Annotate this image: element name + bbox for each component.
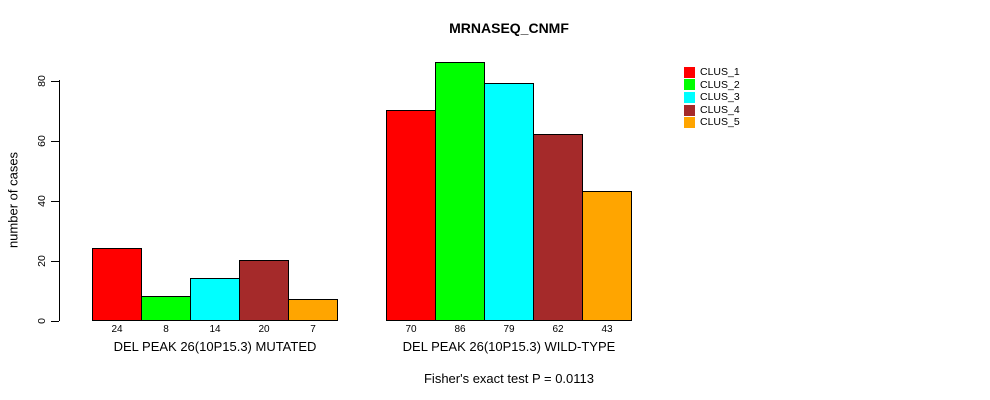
bar-clus_5-group2 (582, 191, 632, 321)
legend-item: CLUS_3 (684, 91, 740, 104)
legend-swatch-icon (684, 104, 695, 116)
y-axis-line (59, 80, 60, 321)
bar-clus_1-group2 (386, 110, 436, 321)
bar-clus_1-group1 (92, 248, 142, 321)
y-axis-tick-label: 60 (36, 135, 48, 147)
legend-swatch-icon (684, 66, 695, 78)
bar-clus_2-group2 (435, 62, 485, 321)
legend-label: CLUS_5 (700, 116, 740, 129)
legend-item: CLUS_5 (684, 116, 740, 129)
legend-swatch-icon (684, 117, 695, 129)
y-axis-label: number of cases (5, 151, 21, 249)
y-axis-tick-label: 40 (36, 195, 48, 207)
y-axis-tick-label: 0 (36, 318, 48, 324)
bar-value-label: 8 (163, 324, 169, 335)
chart-title: MRNASEQ_CNMF (449, 20, 569, 36)
legend-label: CLUS_2 (700, 78, 740, 91)
y-axis-tick (51, 321, 59, 322)
legend-item: CLUS_4 (684, 104, 740, 117)
bar-value-label: 43 (601, 324, 613, 335)
bar-value-label: 86 (454, 324, 466, 335)
y-axis-tick (51, 261, 59, 262)
y-axis-tick-label: 20 (36, 255, 48, 267)
bar-value-label: 7 (310, 324, 316, 335)
y-axis-tick-label: 80 (36, 75, 48, 87)
group-label-mutated: DEL PEAK 26(10P15.3) MUTATED (113, 339, 317, 354)
bar-clus_5-group1 (288, 299, 338, 321)
legend-item: CLUS_2 (684, 79, 740, 92)
bar-clus_3-group2 (484, 83, 534, 321)
legend-swatch-icon (684, 91, 695, 103)
legend-label: CLUS_3 (700, 91, 740, 104)
bar-value-label: 20 (258, 324, 270, 335)
bar-value-label: 70 (405, 324, 417, 335)
y-axis-tick (51, 81, 59, 82)
bar-value-label: 24 (111, 324, 123, 335)
y-axis-tick (51, 141, 59, 142)
bar-value-label: 62 (552, 324, 564, 335)
bar-clus_4-group2 (533, 134, 583, 321)
legend-label: CLUS_1 (700, 66, 740, 79)
bar-value-label: 14 (209, 324, 221, 335)
legend-item: CLUS_1 (684, 66, 740, 79)
legend: CLUS_1 CLUS_2 CLUS_3 CLUS_4 CLUS_5 (684, 66, 740, 129)
bar-clus_2-group1 (141, 296, 191, 321)
group-label-wildtype: DEL PEAK 26(10P15.3) WILD-TYPE (402, 339, 616, 354)
fisher-test-annotation: Fisher's exact test P = 0.0113 (423, 371, 595, 386)
bar-value-label: 79 (503, 324, 515, 335)
legend-swatch-icon (684, 79, 695, 91)
legend-label: CLUS_4 (700, 103, 740, 116)
bar-clus_3-group1 (190, 278, 240, 321)
y-axis-tick (51, 201, 59, 202)
bar-clus_4-group1 (239, 260, 289, 321)
